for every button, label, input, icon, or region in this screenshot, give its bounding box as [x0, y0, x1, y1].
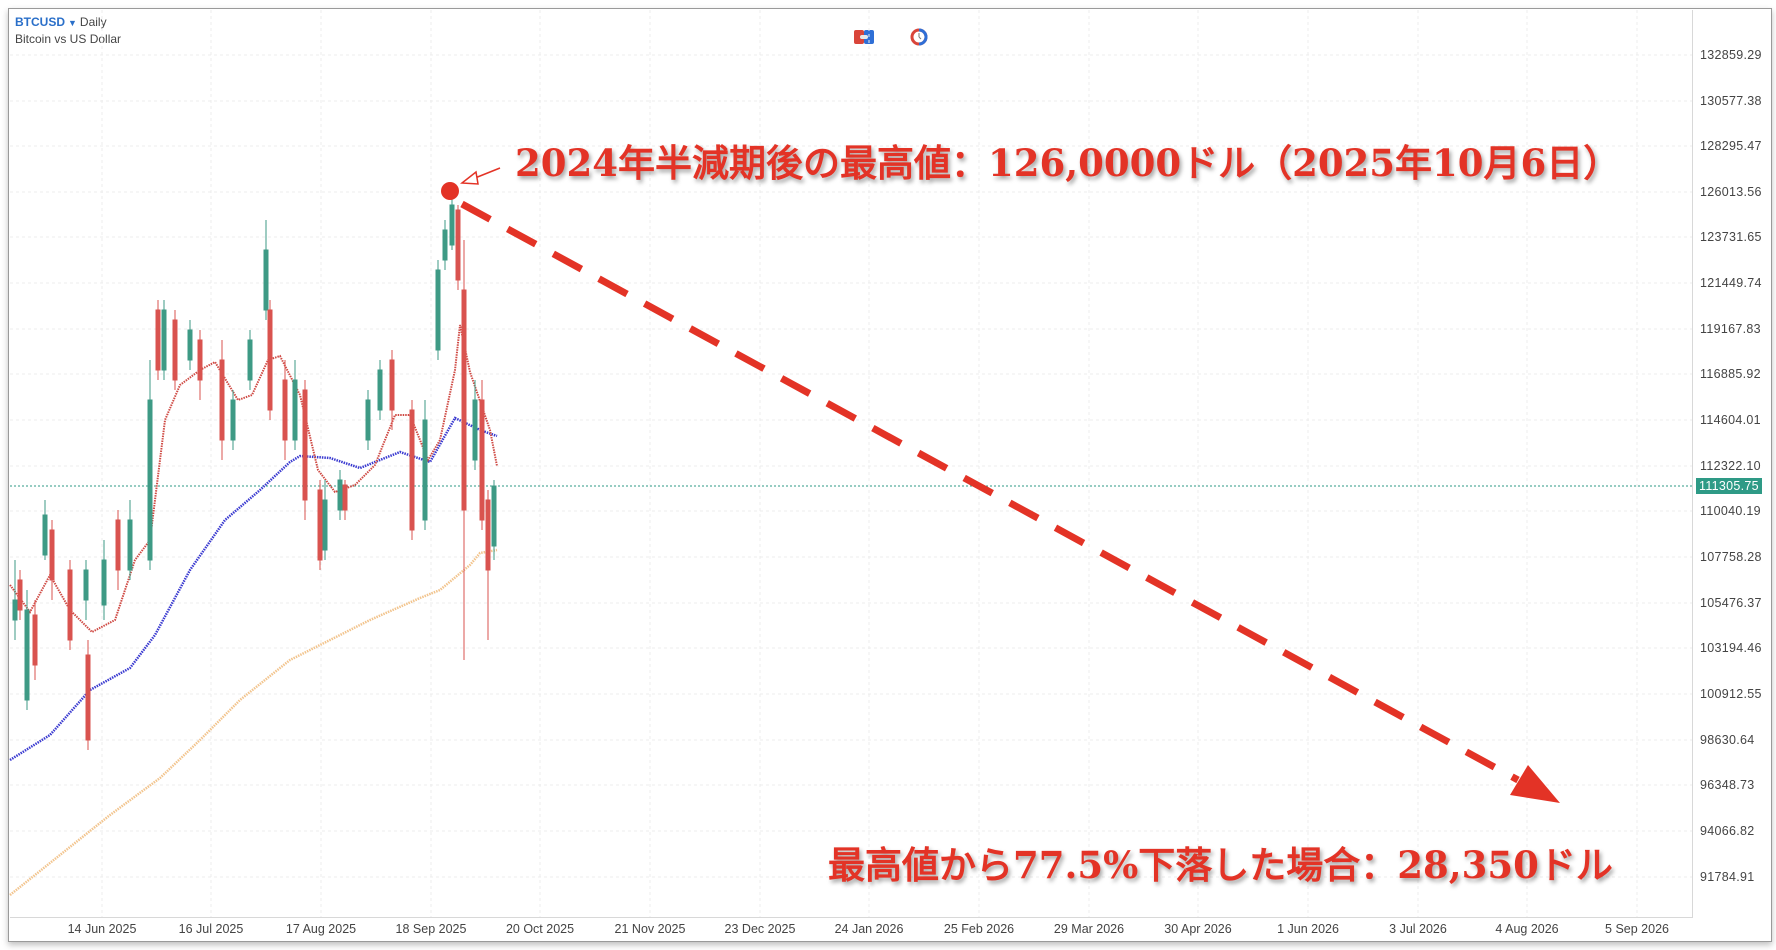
price-label: 116885.92	[1700, 367, 1761, 381]
drop-annotation: 最高値から77.5%下落した場合：28,350ドル	[828, 843, 1613, 887]
ma-mid-line	[9, 416, 498, 762]
chevron-down-icon[interactable]: ▼	[68, 18, 77, 28]
date-label: 20 Oct 2025	[505, 922, 575, 936]
price-label: 94066.82	[1700, 824, 1755, 838]
price-label: 107758.28	[1700, 550, 1762, 564]
date-label: 14 Jun 2025	[67, 922, 137, 936]
ma-short-line	[9, 324, 498, 634]
date-label: 3 Jul 2026	[1389, 922, 1447, 936]
price-label: 105476.37	[1700, 596, 1762, 610]
date-label: 1 Jun 2026	[1277, 922, 1339, 936]
price-label: 103194.46	[1700, 641, 1762, 655]
price-label: 91784.91	[1700, 870, 1755, 884]
date-label: 25 Feb 2026	[943, 922, 1015, 936]
date-label: 21 Nov 2025	[614, 922, 686, 936]
price-label: 119167.83	[1700, 322, 1761, 336]
date-label: 24 Jan 2026	[834, 922, 904, 936]
price-label: 121449.74	[1700, 276, 1762, 290]
price-label: 123731.65	[1700, 230, 1762, 244]
price-label: 126013.56	[1700, 185, 1762, 199]
symbol-selector[interactable]: BTCUSD	[15, 15, 65, 29]
date-label: 16 Jul 2025	[178, 922, 244, 936]
date-label: 30 Apr 2026	[1164, 922, 1232, 936]
interval-label[interactable]: Daily	[79, 15, 107, 29]
peak-annotation: 2024年半減期後の最高値：126,0000ドル（2025年10月6日）	[515, 141, 1621, 185]
date-label: 17 Aug 2025	[285, 922, 357, 936]
price-label: 132859.29	[1700, 48, 1762, 62]
date-label: 5 Sep 2026	[1605, 922, 1669, 936]
price-label: 100912.55	[1700, 687, 1762, 701]
price-axis-border	[1692, 10, 1693, 917]
price-label: 114604.01	[1700, 413, 1761, 427]
price-label: 130577.38	[1700, 94, 1762, 108]
chart-window	[8, 8, 1772, 942]
date-label: 29 Mar 2026	[1053, 922, 1125, 936]
price-label: 98630.64	[1700, 733, 1755, 747]
peak-marker	[441, 182, 459, 200]
date-label: 4 Aug 2026	[1495, 922, 1559, 936]
time-axis-border	[10, 917, 1693, 918]
date-label: 18 Sep 2025	[395, 922, 467, 936]
compare-icon[interactable]	[853, 28, 875, 46]
price-label: 110040.19	[1700, 504, 1761, 518]
clock-icon[interactable]	[908, 28, 930, 46]
date-label: 23 Dec 2025	[724, 922, 796, 936]
candlesticks	[12, 192, 497, 750]
price-label: 96348.73	[1700, 778, 1755, 792]
chart-header: BTCUSD ▼ Daily Bitcoin vs US Dollar	[15, 14, 121, 47]
current-price-badge: 111305.75	[1696, 478, 1762, 494]
price-label: 112322.10	[1700, 459, 1761, 473]
price-label: 128295.47	[1700, 139, 1762, 153]
projection-arrow	[460, 200, 1520, 784]
ma-long-line	[9, 548, 498, 896]
symbol-description: Bitcoin vs US Dollar	[15, 32, 122, 46]
